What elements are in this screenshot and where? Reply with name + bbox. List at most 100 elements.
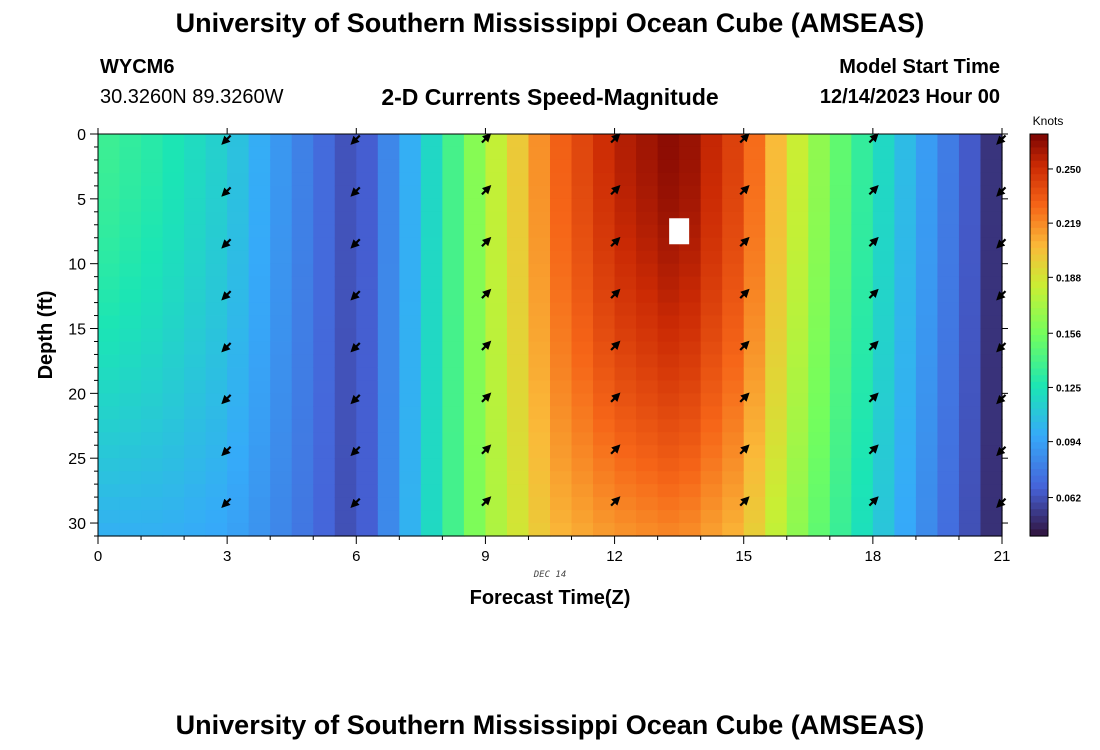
current-vector-arrow xyxy=(868,288,879,299)
current-vector-arrow xyxy=(610,444,621,455)
heatmap-cell xyxy=(808,276,831,291)
current-vector-arrow xyxy=(221,238,232,249)
heatmap-cell xyxy=(700,523,723,537)
heatmap-cell xyxy=(550,510,573,524)
heatmap-cell xyxy=(420,432,443,446)
heatmap-cell xyxy=(528,315,551,330)
heatmap-cell xyxy=(227,341,250,356)
heatmap-cell xyxy=(894,237,917,252)
heatmap-cell xyxy=(786,393,809,407)
heatmap-cell xyxy=(657,276,680,291)
heatmap-cell xyxy=(205,523,228,537)
heatmap-cell xyxy=(614,211,637,226)
y-tick-label: 20 xyxy=(68,386,86,403)
heatmap-cell xyxy=(743,523,766,537)
heatmap-cell xyxy=(98,237,121,252)
heatmap-cell xyxy=(248,237,271,252)
heatmap-cell xyxy=(205,250,228,265)
heatmap-cell xyxy=(184,276,207,291)
heatmap-cell xyxy=(184,211,207,226)
heatmap-cell xyxy=(851,250,874,265)
heatmap-cell xyxy=(657,484,680,498)
heatmap-cell xyxy=(399,172,422,187)
heatmap-cell xyxy=(377,432,400,446)
heatmap-cell xyxy=(528,458,551,472)
colorbar-segment xyxy=(1030,201,1048,209)
heatmap-cell xyxy=(377,250,400,265)
heatmap-cell xyxy=(313,276,336,291)
heatmap-cell xyxy=(528,159,551,174)
heatmap-cell xyxy=(743,367,766,381)
heatmap-cell xyxy=(119,419,142,433)
heatmap-cell xyxy=(614,263,637,278)
heatmap-cell xyxy=(463,484,487,498)
heatmap-cell xyxy=(571,224,594,239)
heatmap-cell xyxy=(980,224,1003,239)
heatmap-cell xyxy=(894,250,917,265)
heatmap-cell xyxy=(420,484,443,498)
heatmap-cell xyxy=(528,380,551,394)
heatmap-cell xyxy=(894,354,917,369)
heatmap-cell xyxy=(227,237,250,252)
heatmap-cell xyxy=(937,134,960,148)
x-tick-label: 6 xyxy=(352,548,360,565)
heatmap-cell xyxy=(334,263,357,278)
heatmap-cell xyxy=(227,419,250,433)
heatmap-cell xyxy=(184,302,207,317)
heatmap-cell xyxy=(420,380,443,394)
heatmap-cell xyxy=(980,159,1003,174)
heatmap-cell xyxy=(119,445,142,459)
heatmap-cell xyxy=(829,198,852,213)
heatmap-cell xyxy=(700,185,723,200)
heatmap-cell xyxy=(614,484,637,498)
heatmap-cell xyxy=(485,367,508,381)
heatmap-cell xyxy=(119,211,142,226)
heatmap-cell xyxy=(657,445,680,459)
heatmap-cell xyxy=(679,302,702,317)
heatmap-cell xyxy=(291,380,314,394)
heatmap-cell xyxy=(808,146,831,161)
heatmap-cell xyxy=(205,419,228,433)
heatmap-cell xyxy=(636,134,659,148)
heatmap-cell xyxy=(614,224,637,239)
heatmap-cell xyxy=(162,172,185,187)
heatmap-cell xyxy=(528,198,551,213)
heatmap-cell xyxy=(808,484,831,498)
heatmap-cell xyxy=(463,172,487,187)
heatmap-cell xyxy=(98,185,121,200)
heatmap-cell xyxy=(937,263,960,278)
current-vector-arrow xyxy=(868,392,879,403)
heatmap-cell xyxy=(119,497,142,511)
heatmap-cell xyxy=(980,302,1003,317)
heatmap-cell xyxy=(420,172,443,187)
x-tick-label: 0 xyxy=(94,548,102,565)
heatmap-cell xyxy=(593,172,616,187)
heatmap-cell xyxy=(550,432,573,446)
heatmap-cell xyxy=(442,471,465,485)
heatmap-cell xyxy=(636,146,659,161)
heatmap-cell xyxy=(356,458,379,472)
heatmap-cell xyxy=(506,406,530,420)
heatmap-cell xyxy=(463,146,487,161)
heatmap-cell xyxy=(399,237,422,252)
current-vector-arrow xyxy=(868,496,879,507)
heatmap-cell xyxy=(937,289,960,304)
heatmap-cell xyxy=(851,419,874,433)
heatmap-cell xyxy=(915,445,939,459)
heatmap-cell xyxy=(851,484,874,498)
heatmap-cell xyxy=(937,406,960,420)
heatmap-cell xyxy=(958,445,982,459)
heatmap-cell xyxy=(506,458,530,472)
heatmap-cell xyxy=(937,432,960,446)
current-vector-arrow xyxy=(610,340,621,351)
heatmap-cell xyxy=(636,510,659,524)
heatmap-cell xyxy=(937,224,960,239)
heatmap-cell xyxy=(593,354,616,369)
heatmap-cell xyxy=(205,432,228,446)
heatmap-cell xyxy=(162,419,185,433)
heatmap-cell xyxy=(636,484,659,498)
heatmap-cell xyxy=(679,419,702,433)
heatmap-cell xyxy=(98,134,121,148)
heatmap-cell xyxy=(184,237,207,252)
heatmap-cell xyxy=(657,146,680,161)
